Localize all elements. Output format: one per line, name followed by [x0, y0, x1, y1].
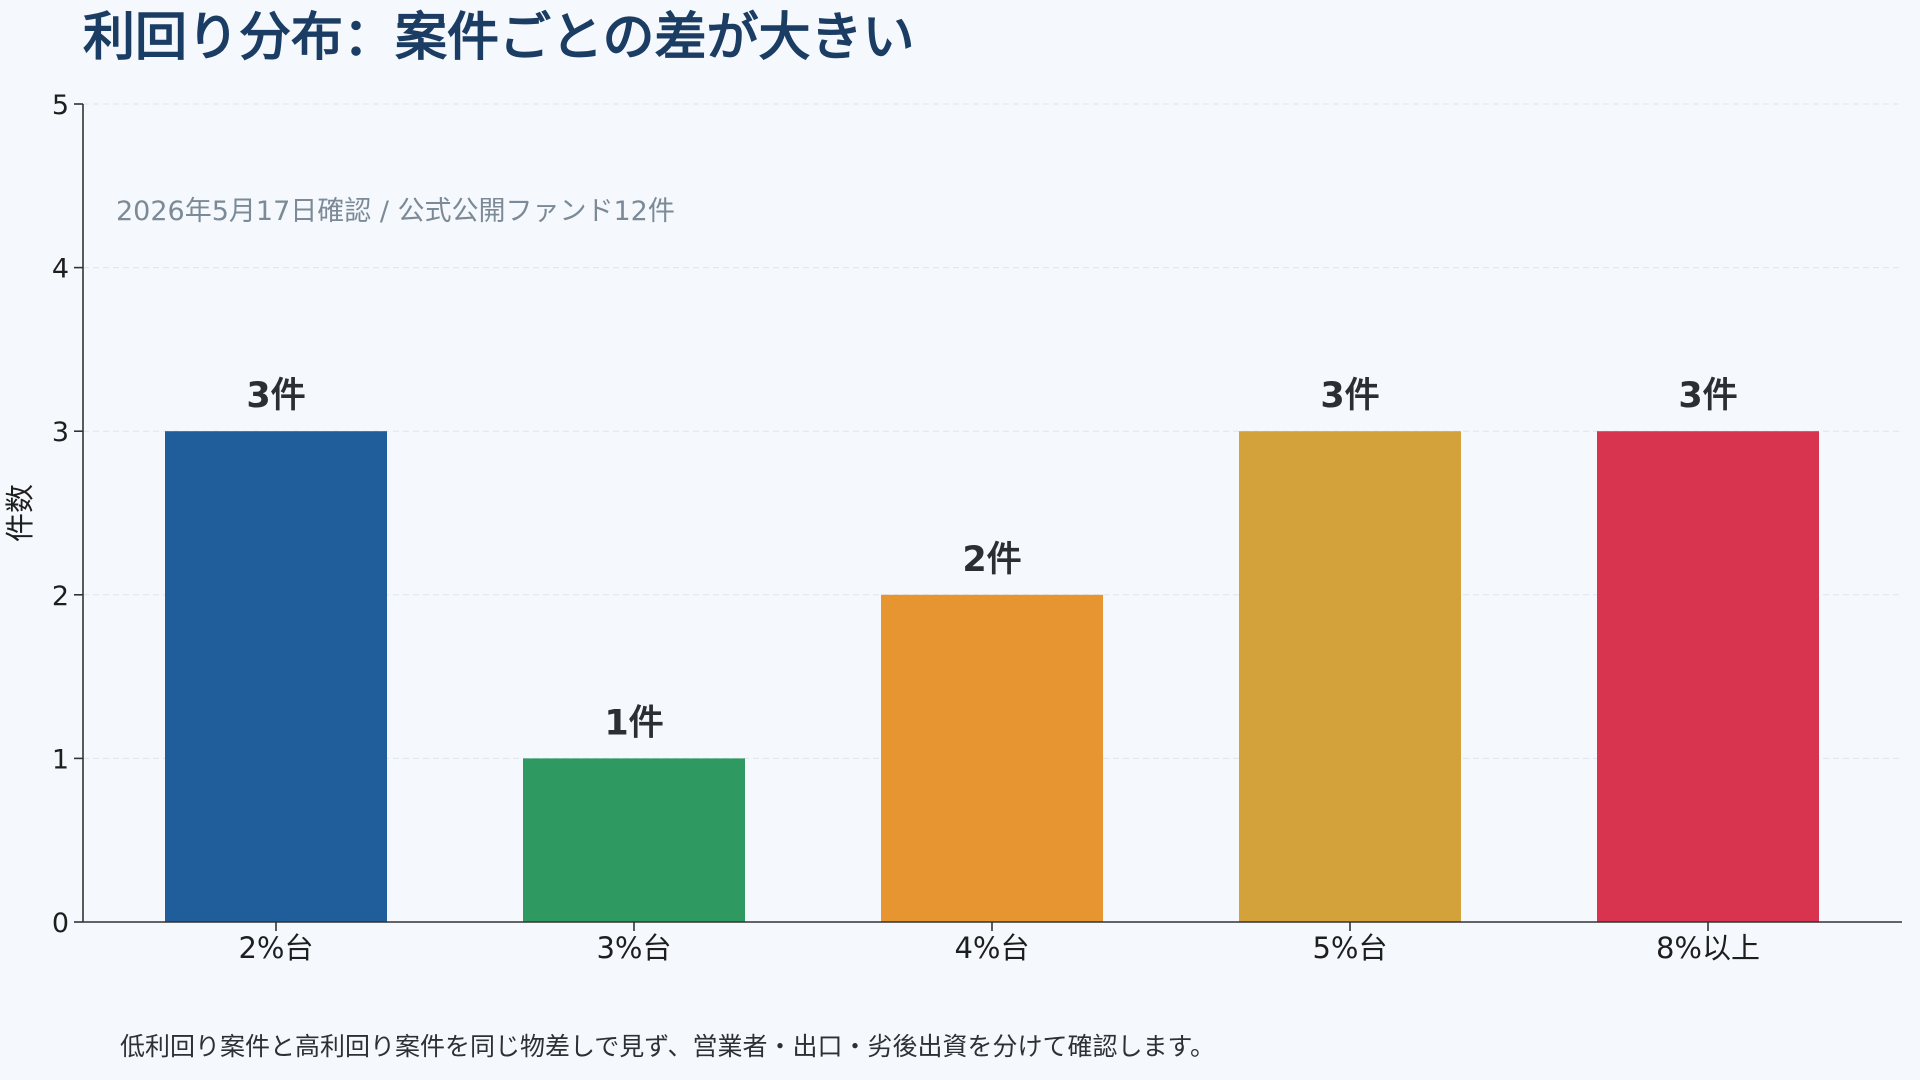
bar: [1597, 431, 1819, 922]
value-labels: 3件 1件 2件 3件 3件: [246, 376, 1737, 743]
y-tick-label: 3: [52, 417, 69, 448]
bar: [1239, 431, 1461, 922]
x-tick-label: 4%台: [954, 931, 1029, 965]
x-axis-ticks: 2%台 3%台 4%台 5%台 8%以上: [238, 922, 1760, 965]
y-tick-label: 4: [52, 254, 69, 285]
y-axis-label: 件数: [3, 484, 37, 542]
value-label: 2件: [962, 540, 1021, 580]
y-tick-label: 1: [52, 744, 69, 775]
x-tick-label: 3%台: [596, 931, 671, 965]
chart-subtitle: 2026年5月17日確認 / 公式公開ファンド12件: [116, 196, 675, 227]
value-label: 3件: [246, 376, 305, 416]
x-tick-label: 8%以上: [1656, 931, 1760, 965]
y-tick-label: 5: [52, 90, 69, 121]
x-tick-label: 2%台: [238, 931, 313, 965]
chart-title: 利回り分布：案件ごとの差が大きい: [83, 8, 915, 68]
x-tick-label: 5%台: [1312, 931, 1387, 965]
value-label: 3件: [1678, 376, 1737, 416]
y-tick-label: 2: [52, 581, 69, 612]
y-tick-label: 0: [52, 908, 69, 939]
bar: [881, 594, 1103, 922]
footnote: 低利回り案件と高利回り案件を同じ物差しで見ず、営業者・出口・劣後出資を分けて確認…: [120, 1032, 1216, 1061]
bars: [165, 431, 1819, 922]
bar: [523, 758, 745, 922]
y-axis-ticks: 0 1 2 3 4 5: [52, 90, 83, 939]
bar: [165, 431, 387, 922]
value-label: 1件: [604, 703, 663, 743]
value-label: 3件: [1320, 376, 1379, 416]
